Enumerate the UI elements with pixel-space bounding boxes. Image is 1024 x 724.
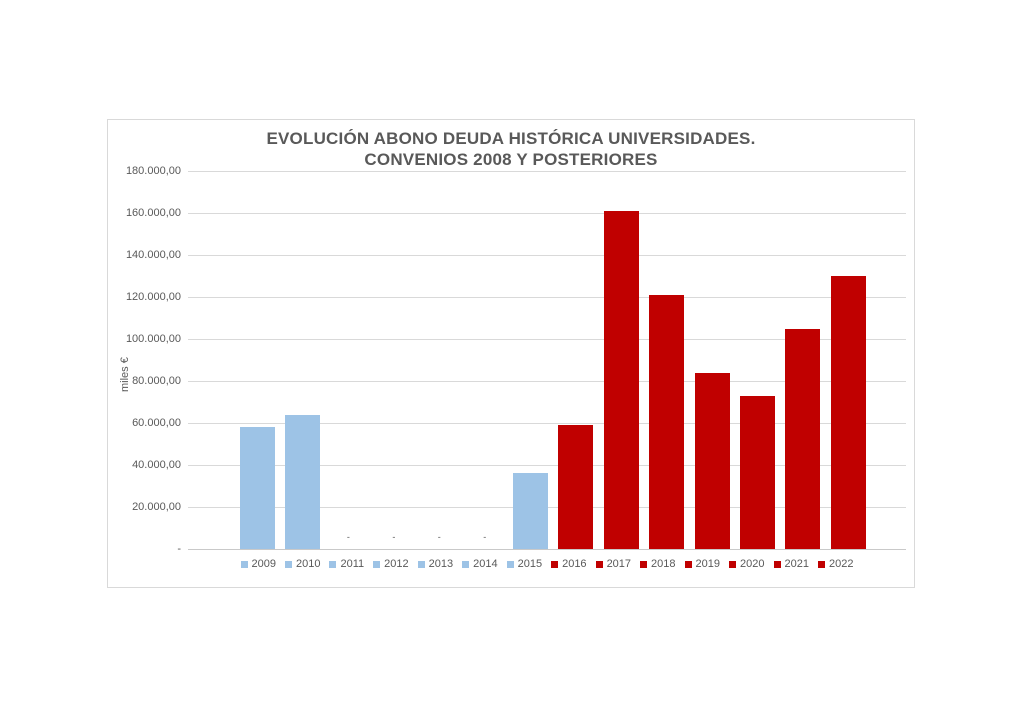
legend-color-swatch	[506, 560, 514, 568]
legend-item-2017: 2017	[595, 557, 632, 571]
legend-label: 2013	[428, 558, 454, 570]
legend-item-2014: 2014	[462, 557, 498, 571]
y-axis-tick-label: 80.000,00	[132, 375, 181, 387]
legend-item-2011: 2011	[329, 557, 364, 571]
bar-2018	[649, 294, 685, 549]
bar-2019	[694, 372, 730, 549]
bar-2021	[785, 328, 821, 549]
y-axis-tick-label: 180.000,00	[125, 165, 181, 177]
legend-label: 2016	[562, 558, 587, 570]
plot-area: ----	[188, 171, 906, 550]
x-axis-line	[188, 549, 906, 550]
legend-label: 2018	[651, 558, 676, 570]
gridline	[188, 255, 906, 256]
zero-value-dash-2014: -	[483, 532, 487, 542]
gridline	[188, 171, 906, 172]
legend-label: 2021	[784, 558, 809, 570]
legend-color-swatch	[640, 560, 648, 568]
legend-item-2013: 2013	[417, 557, 454, 571]
bar-2010	[285, 414, 321, 549]
legend-color-swatch	[729, 560, 737, 568]
legend-label: 2015	[517, 558, 543, 570]
legend-color-swatch	[773, 560, 781, 568]
y-axis-tick-label: 60.000,00	[132, 417, 181, 429]
legend-item-2019: 2019	[684, 557, 721, 571]
bar-2017	[603, 210, 639, 549]
zero-value-dash-2011: -	[346, 532, 350, 542]
bar-2020	[739, 395, 775, 549]
legend-label: 2012	[384, 558, 409, 570]
zero-value-dash-2013: -	[437, 532, 441, 542]
chart-title: EVOLUCIÓN ABONO DEUDA HISTÓRICA UNIVERSI…	[108, 128, 914, 170]
legend-color-swatch	[417, 560, 425, 568]
legend-color-swatch	[595, 560, 603, 568]
zero-value-dash-2012: -	[392, 532, 396, 542]
y-axis-tick-label: 40.000,00	[132, 459, 181, 471]
legend-item-2021: 2021	[773, 557, 809, 571]
gridline	[188, 213, 906, 214]
legend-color-swatch	[817, 560, 825, 568]
legend-item-2010: 2010	[285, 557, 320, 571]
legend-label: 2020	[740, 558, 765, 570]
y-axis-tick-label: 160.000,00	[125, 207, 181, 219]
chart-title-line-1: EVOLUCIÓN ABONO DEUDA HISTÓRICA UNIVERSI…	[266, 129, 756, 148]
legend-label: 2019	[695, 558, 721, 570]
bar-2016	[558, 425, 594, 549]
legend-item-2022: 2022	[817, 557, 854, 571]
legend-color-swatch	[240, 560, 248, 568]
legend-item-2016: 2016	[551, 557, 587, 571]
bar-2015	[512, 473, 548, 549]
y-axis-tick-label: 100.000,00	[125, 333, 181, 345]
y-axis-tick-label: -	[177, 543, 181, 555]
legend-label: 2017	[606, 558, 632, 570]
y-axis-tick-label: 20.000,00	[132, 501, 181, 513]
legend-color-swatch	[285, 560, 292, 568]
gridline	[188, 465, 906, 466]
legend-color-swatch	[684, 560, 692, 568]
y-axis-tick-label: 140.000,00	[125, 249, 181, 261]
gridline	[188, 297, 906, 298]
legend-color-swatch	[462, 560, 470, 568]
legend-label: 2022	[828, 558, 854, 570]
legend-item-2018: 2018	[640, 557, 676, 571]
legend-label: 2009	[251, 558, 276, 570]
gridline	[188, 339, 906, 340]
legend-item-2020: 2020	[729, 557, 765, 571]
chart-container: EVOLUCIÓN ABONO DEUDA HISTÓRICA UNIVERSI…	[107, 119, 915, 588]
legend-label: 2014	[473, 558, 498, 570]
gridline	[188, 423, 906, 424]
chart-title-line-2: CONVENIOS 2008 Y POSTERIORES	[364, 150, 658, 169]
legend-color-swatch	[551, 560, 559, 568]
legend-label: 2011	[340, 558, 365, 570]
legend-item-2009: 2009	[240, 557, 276, 571]
bar-2022	[830, 276, 866, 549]
legend-item-2012: 2012	[373, 557, 409, 571]
gridline	[188, 381, 906, 382]
y-axis-tick-label: 120.000,00	[125, 291, 181, 303]
legend-item-2015: 2015	[506, 557, 543, 571]
legend-label: 2010	[296, 558, 321, 570]
legend-color-swatch	[329, 560, 337, 568]
legend-color-swatch	[373, 560, 381, 568]
legend: 2009 2010 2011 2012 2013 2014 2015 2016 …	[188, 556, 906, 572]
bar-2009	[240, 427, 275, 549]
